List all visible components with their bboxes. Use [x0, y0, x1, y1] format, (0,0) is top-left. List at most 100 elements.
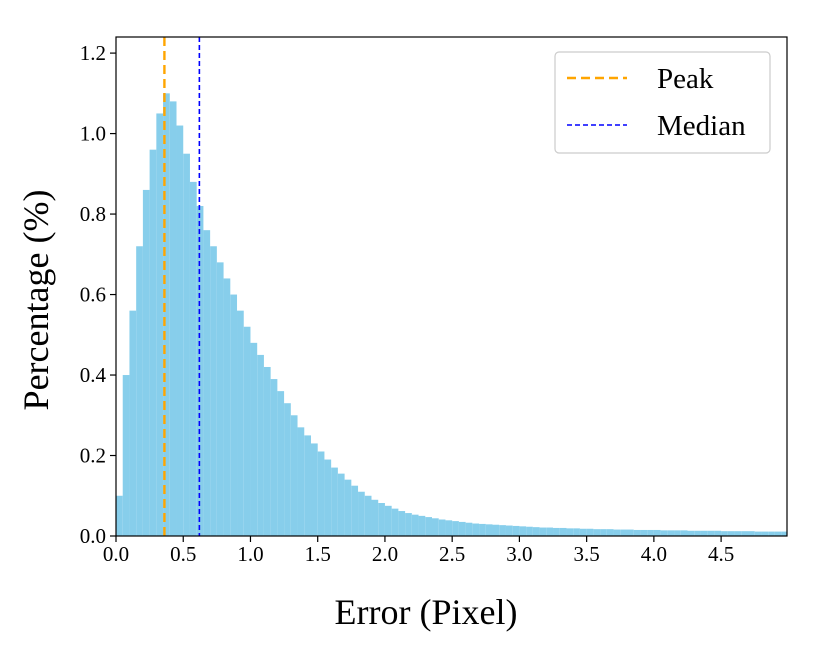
histogram-bar [183, 153, 190, 537]
histogram-bar [593, 529, 601, 536]
histogram-bar [411, 514, 419, 536]
histogram-bar [586, 528, 594, 536]
histogram-bar [297, 427, 305, 536]
y-tick-label: 0.4 [80, 363, 107, 387]
histogram-bar [331, 467, 338, 536]
histogram-bar [579, 528, 587, 536]
histogram-bar [317, 451, 325, 536]
histogram-bar [748, 531, 755, 536]
x-tick-label: 1.0 [237, 542, 263, 566]
histogram-bar [458, 521, 466, 536]
histogram-bar [714, 530, 722, 536]
y-axis-ticks: 0.0 0.2 0.4 0.6 0.8 1.0 1.2 [80, 41, 116, 548]
histogram-bar [129, 310, 137, 536]
histogram-bar [189, 181, 197, 536]
histogram-bar [116, 495, 123, 536]
histogram-bar [391, 508, 399, 536]
histogram-bar [680, 530, 688, 536]
y-tick-label: 1.0 [80, 122, 106, 146]
y-tick-label: 0.6 [80, 283, 106, 307]
histogram-bar [633, 529, 641, 536]
histogram-bar [667, 530, 675, 536]
histogram-bar [364, 495, 372, 536]
histogram-bar [479, 523, 486, 536]
histogram-bar [136, 246, 143, 537]
histogram-bar [606, 529, 614, 536]
reference-lines [163, 37, 201, 536]
x-tick-label: 4.0 [641, 542, 667, 566]
histogram-bar [499, 525, 506, 536]
histogram-bar [674, 530, 681, 536]
plot-frame [115, 36, 788, 537]
histogram-bar [223, 278, 231, 536]
histogram-bar [727, 531, 735, 536]
histogram-bar [250, 342, 258, 536]
histogram-bar [156, 113, 164, 536]
x-tick-label: 0.5 [170, 542, 196, 566]
histogram-bar [371, 499, 379, 536]
histogram-bar [721, 531, 728, 536]
y-tick-label: 0.2 [80, 444, 106, 468]
histogram-bar [358, 491, 365, 536]
histogram-bar [546, 527, 554, 536]
histogram-bars [116, 93, 787, 537]
histogram-bar [163, 93, 170, 536]
histogram-bar [774, 531, 782, 536]
histogram-bar [754, 531, 762, 536]
histogram-bar [176, 125, 184, 536]
histogram-bar [263, 366, 271, 536]
histogram-bar [626, 529, 634, 536]
x-tick-label: 2.5 [439, 542, 465, 566]
histogram-bar [324, 459, 332, 536]
histogram-bar [149, 149, 157, 536]
x-tick-label: 2.0 [372, 542, 398, 566]
histogram-bar [310, 443, 318, 536]
histogram-bar [384, 505, 392, 536]
histogram-bar [216, 262, 224, 536]
histogram-bar [512, 525, 520, 536]
x-axis-label: Error (Pixel) [335, 592, 518, 632]
histogram-bar [559, 527, 567, 536]
histogram-bar [210, 246, 217, 537]
histogram-bar [257, 354, 264, 536]
x-axis-ticks: 0.0 0.5 1.0 1.5 2.0 2.5 3.0 3.5 4.0 4.5 [103, 536, 734, 566]
histogram-bar [768, 531, 775, 536]
histogram-bar [418, 515, 426, 536]
histogram-bar [707, 530, 715, 536]
histogram-bar [142, 189, 150, 536]
histogram-bar [196, 206, 204, 537]
legend-peak-label: Peak [657, 63, 714, 95]
histogram-bar [169, 101, 177, 537]
histogram-bar [432, 518, 439, 536]
histogram-bar [237, 310, 244, 536]
x-tick-label: 4.5 [708, 542, 734, 566]
x-tick-label: 3.5 [574, 542, 600, 566]
histogram-bar [344, 479, 352, 536]
y-axis-label: Percentage (%) [16, 190, 56, 411]
histogram-bar [203, 230, 211, 536]
histogram-bar [270, 379, 278, 536]
histogram-bar [492, 524, 500, 536]
histogram-bar [230, 294, 238, 536]
histogram-bar [290, 415, 298, 536]
histogram-bar [532, 527, 540, 536]
histogram-bar [445, 520, 453, 536]
histogram-bar [485, 524, 493, 536]
histogram-bar [304, 435, 311, 536]
histogram-bar [284, 403, 291, 536]
histogram-bar [640, 529, 648, 536]
x-tick-label: 1.5 [305, 542, 331, 566]
histogram-bar [472, 523, 480, 536]
legend-box [554, 51, 771, 154]
histogram-bar [660, 530, 668, 536]
legend: Peak Median [554, 51, 771, 154]
histogram-bar [781, 531, 787, 536]
histogram-bar [122, 375, 130, 536]
histogram-bar [700, 530, 708, 536]
histogram-bar [243, 326, 251, 536]
histogram-bar [653, 529, 661, 536]
histogram-bar [519, 526, 527, 536]
histogram-bar [694, 530, 701, 536]
histogram-bar [761, 531, 769, 536]
histogram-bar [351, 485, 359, 536]
